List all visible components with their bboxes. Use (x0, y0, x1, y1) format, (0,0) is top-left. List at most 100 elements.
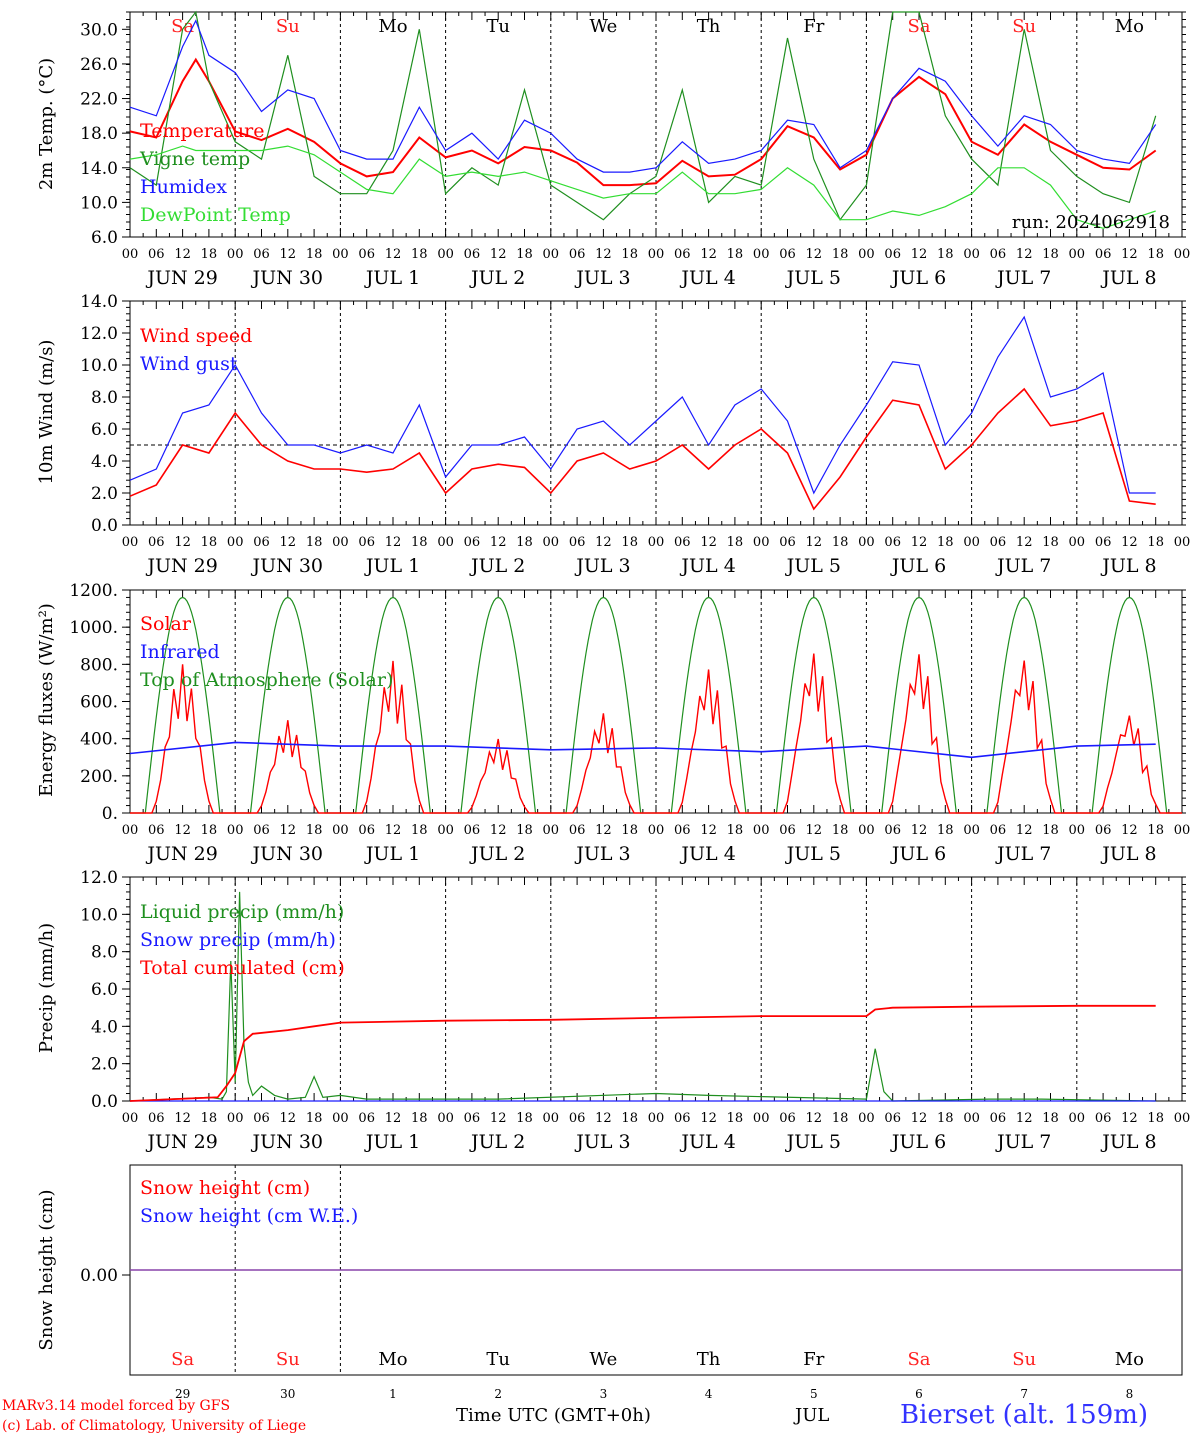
hour-label: 12 (385, 247, 402, 262)
hour-label: 00 (1069, 1111, 1086, 1126)
hour-label: 18 (306, 247, 323, 262)
y-tick-label: 0.0 (91, 1092, 118, 1112)
day-number: 7 (1020, 1387, 1028, 1401)
day-number: 30 (280, 1387, 295, 1401)
date-label: JUL 6 (890, 555, 946, 577)
legend-entry: Total cumulated (cm) (140, 957, 345, 979)
y-tick-label: 0.0 (91, 516, 118, 536)
hour-label: 12 (385, 535, 402, 550)
hour-label: 06 (674, 247, 691, 262)
hour-label: 12 (700, 535, 717, 550)
series-line (129, 315, 1156, 495)
x-axis-label: Time UTC (GMT+0h) (456, 1405, 651, 1426)
hour-label: 12 (1121, 823, 1138, 838)
hour-label: 18 (306, 1111, 323, 1126)
hour-label: 06 (148, 823, 165, 838)
y-tick-label: 30.0 (80, 20, 118, 40)
weekday-label: Th (697, 16, 721, 37)
date-label: JUN 30 (251, 267, 323, 289)
hour-label: 18 (411, 1111, 428, 1126)
weekday-label: Su (1012, 1349, 1036, 1370)
hour-label: 00 (122, 535, 139, 550)
hour-label: 18 (1042, 535, 1059, 550)
date-label: JUL 8 (1100, 267, 1156, 289)
panel-frame (129, 589, 1183, 814)
hour-label: 12 (595, 535, 612, 550)
y-tick-label: 10.0 (80, 905, 118, 925)
hour-label: 18 (937, 1111, 954, 1126)
hour-label: 12 (280, 247, 297, 262)
infrared-line (129, 741, 1156, 759)
y-axis-label: Precip (mm/h) (36, 923, 57, 1053)
series-line (129, 57, 1157, 187)
hour-label: 00 (437, 247, 454, 262)
day-number: 2 (494, 1387, 502, 1401)
hour-label: 18 (832, 1111, 849, 1126)
hour-label: 06 (884, 247, 901, 262)
series-line (129, 387, 1156, 511)
weekday-label: We (590, 1349, 618, 1370)
day-number: 1 (389, 1387, 397, 1401)
date-label: JUL 1 (364, 267, 420, 289)
date-label: JUL 4 (679, 1131, 735, 1153)
hour-label: 00 (963, 1111, 980, 1126)
hour-label: 00 (963, 535, 980, 550)
hour-label: 12 (280, 823, 297, 838)
hour-label: 18 (1147, 823, 1164, 838)
legend-entry: Humidex (140, 176, 227, 198)
legend-entry: Wind gust (140, 353, 238, 375)
y-tick-label: 10.0 (80, 356, 118, 376)
legend-entry: Liquid precip (mm/h) (140, 901, 344, 923)
hour-label: 18 (727, 823, 744, 838)
hour-label: 12 (700, 823, 717, 838)
hour-label: 00 (648, 1111, 665, 1126)
hour-label: 18 (1042, 823, 1059, 838)
hour-label: 06 (990, 535, 1007, 550)
series-line (129, 891, 1156, 1102)
date-label: JUL 2 (469, 843, 525, 865)
hour-label: 12 (280, 1111, 297, 1126)
hour-label: 18 (411, 823, 428, 838)
hour-label: 12 (490, 247, 507, 262)
hour-label: 12 (1121, 1111, 1138, 1126)
model-credit: MARv3.14 model forced by GFS (2, 1398, 231, 1414)
legend-entry: Top of Atmosphere (Solar) (140, 669, 393, 691)
y-tick-label: 18.0 (80, 124, 118, 144)
day-number: 4 (705, 1387, 713, 1401)
hour-label: 12 (280, 535, 297, 550)
hour-label: 06 (464, 823, 481, 838)
date-label: JUN 30 (251, 1131, 323, 1153)
station-label: Bierset (alt. 159m) (900, 1400, 1149, 1430)
hour-label: 00 (1069, 247, 1086, 262)
date-label: JUL 1 (364, 555, 420, 577)
y-tick-label: 4.0 (91, 1017, 118, 1037)
y-tick-label: 12.0 (80, 868, 118, 888)
hour-label: 06 (358, 535, 375, 550)
hour-label: 00 (753, 823, 770, 838)
hour-label: 18 (306, 823, 323, 838)
weekday-label: Su (1012, 16, 1036, 37)
y-axis-label: 10m Wind (m/s) (36, 340, 57, 485)
date-label: JUL 1 (364, 843, 420, 865)
hour-label: 18 (621, 247, 638, 262)
date-label: JUL 4 (679, 843, 735, 865)
hour-label: 06 (884, 535, 901, 550)
date-label: JUN 29 (145, 843, 217, 865)
date-label: JUL 4 (679, 555, 735, 577)
date-label: JUL 2 (469, 1131, 525, 1153)
hour-label: 00 (437, 1111, 454, 1126)
hour-label: 18 (937, 247, 954, 262)
hour-label: 06 (779, 247, 796, 262)
hour-label: 06 (779, 1111, 796, 1126)
hour-label: 00 (227, 247, 244, 262)
date-label: JUL 6 (890, 843, 946, 865)
hour-label: 00 (1174, 1111, 1191, 1126)
y-tick-label: 4.0 (91, 452, 118, 472)
weekday-label: Mo (1115, 16, 1144, 37)
hour-label: 12 (1016, 247, 1033, 262)
day-number: 8 (1126, 1387, 1134, 1401)
hour-label: 00 (227, 1111, 244, 1126)
hour-label: 00 (858, 1111, 875, 1126)
day-number: 3 (600, 1387, 608, 1401)
hour-label: 18 (201, 823, 218, 838)
